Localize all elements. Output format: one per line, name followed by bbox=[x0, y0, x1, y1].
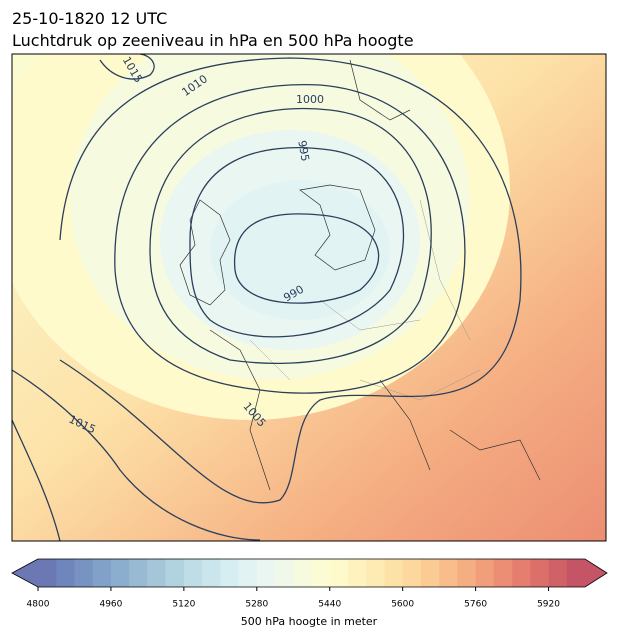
colorbar-bin bbox=[402, 559, 422, 587]
isobar-label: 995 bbox=[295, 139, 311, 162]
colorbar-bin bbox=[38, 559, 57, 587]
colorbar-tick-label: 5600 bbox=[391, 600, 414, 610]
colorbar-bin bbox=[311, 559, 331, 587]
colorbar-bin bbox=[293, 559, 312, 587]
colorbar-label: 500 hPa hoogte in meter bbox=[241, 615, 378, 628]
colorbar-tick-label: 5760 bbox=[464, 600, 487, 610]
colorbar-extend bbox=[585, 559, 607, 587]
colorbar-bin bbox=[384, 559, 403, 587]
colorbar-bin bbox=[147, 559, 166, 587]
colorbar-bin bbox=[530, 559, 549, 587]
colorbar-bin bbox=[220, 559, 239, 587]
colorbar-bin bbox=[566, 559, 586, 587]
colorbar-extend bbox=[12, 559, 38, 587]
colorbar-tick-label: 5120 bbox=[172, 600, 195, 610]
colorbar-bin bbox=[347, 559, 367, 587]
colorbar-bin bbox=[238, 559, 258, 587]
colorbar-bin bbox=[548, 559, 568, 587]
colorbar-bin bbox=[202, 559, 221, 587]
colorbar-bin bbox=[110, 559, 130, 587]
colorbar-bin bbox=[256, 559, 276, 587]
colorbar-bin bbox=[275, 559, 294, 587]
colorbar-bin bbox=[183, 559, 203, 587]
colorbar-bin bbox=[439, 559, 458, 587]
map bbox=[12, 54, 606, 541]
colorbar-bin bbox=[512, 559, 531, 587]
colorbar-bin bbox=[329, 559, 349, 587]
colorbar: 4800 4960 5120 5280 5440 5600 5760 5920 bbox=[11, 558, 608, 610]
isobar-label: 1000 bbox=[296, 93, 324, 106]
colorbar-bin bbox=[165, 559, 185, 587]
colorbar-bin bbox=[56, 559, 75, 587]
colorbar-tick-label: 5440 bbox=[318, 600, 341, 610]
title: 25-10-1820 12 UTC bbox=[12, 9, 167, 28]
colorbar-bin bbox=[129, 559, 148, 587]
colorbar-tick-label: 4960 bbox=[99, 600, 122, 610]
colorbar-tick-label: 4800 bbox=[27, 600, 50, 610]
colorbar-bin bbox=[493, 559, 513, 587]
colorbar-bin bbox=[92, 559, 112, 587]
colorbar-bin bbox=[420, 559, 440, 587]
subtitle: Luchtdruk op zeeniveau in hPa en 500 hPa… bbox=[12, 31, 414, 50]
colorbar-bin bbox=[457, 559, 476, 587]
colorbar-outline bbox=[11, 558, 608, 588]
colorbar-tick-label: 5280 bbox=[245, 600, 268, 610]
colorbar-bin bbox=[366, 559, 385, 587]
colorbar-tick-label: 5920 bbox=[537, 600, 560, 610]
colorbar-bin bbox=[74, 559, 93, 587]
map-frame bbox=[11, 53, 607, 542]
colorbar-bin bbox=[475, 559, 495, 587]
